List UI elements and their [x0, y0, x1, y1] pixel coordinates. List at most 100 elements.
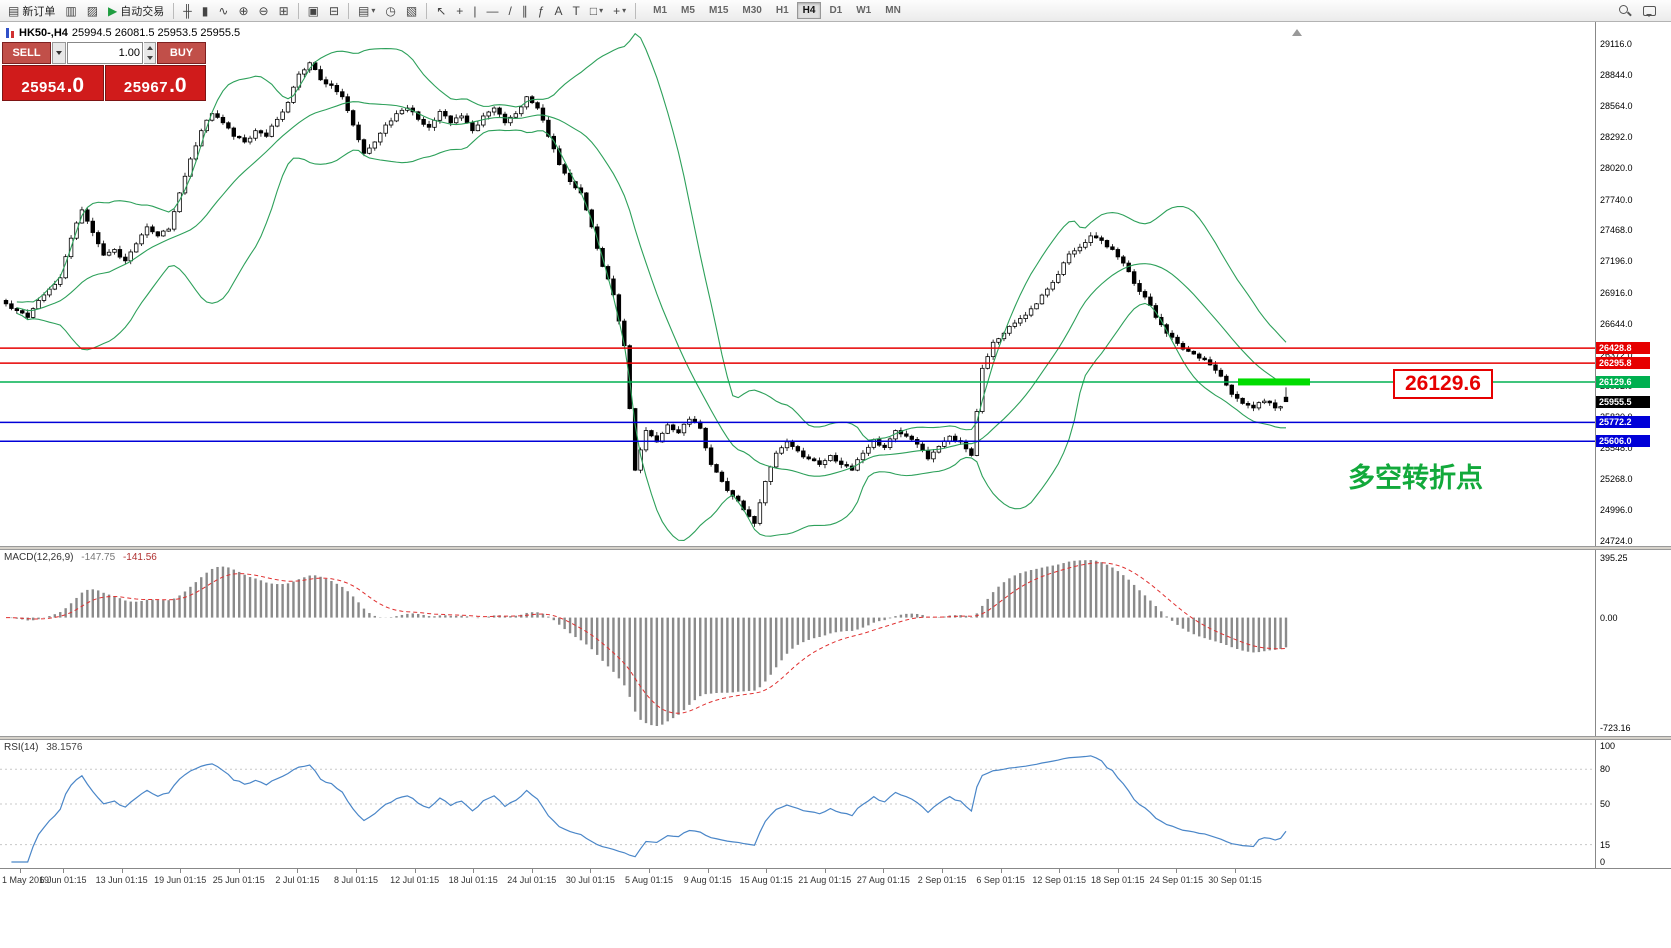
toolbar-separator	[348, 2, 350, 19]
zoom-in-button[interactable]: ⊕	[234, 1, 252, 20]
tile-windows-icon: ⊞	[278, 3, 289, 18]
text-tool-button[interactable]: A	[550, 1, 566, 20]
time-tick	[238, 869, 240, 873]
zoom-out-button[interactable]: ⊖	[255, 1, 273, 20]
time-label: 2 Jul 01:15	[275, 875, 320, 885]
time-tick	[1176, 869, 1178, 873]
time-tick	[942, 869, 943, 873]
panel-splitter-macd[interactable]	[0, 546, 1671, 550]
new-chart-icon: ▤	[358, 3, 370, 18]
sell-price-box[interactable]: 25954 .0	[2, 65, 104, 101]
price-axis[interactable]: 29116.0 28844.0 28564.0 28292.0 28020.0 27740…	[1596, 0, 1671, 948]
buy-price-main: 25967	[123, 79, 169, 96]
current-price-badge: 25955.5	[1596, 395, 1650, 408]
volume-down-button[interactable]	[144, 53, 155, 63]
time-label: 5 Aug 01:15	[624, 875, 674, 885]
pivot-line-badge: 26129.6	[1596, 375, 1650, 388]
price-tick: 27740.0	[1600, 194, 1633, 205]
new-order-icon: ▤	[8, 3, 20, 18]
period-icon: ◷	[385, 3, 396, 18]
rsi-label: RSI(14) 38.1576	[4, 742, 87, 753]
cursor-tool-icon: ↖	[436, 3, 447, 18]
macd-panel[interactable]	[0, 550, 1595, 736]
label-tool-button[interactable]: T	[568, 1, 583, 20]
timeframe-m15-button[interactable]: M15	[708, 5, 729, 16]
volume-input[interactable]: 1.00	[67, 42, 143, 64]
ohlc-bars-button[interactable]: ╫	[179, 1, 196, 20]
add-object-button[interactable]: + ▾	[609, 1, 630, 20]
line-chart-button[interactable]: ∿	[214, 1, 232, 20]
macd-label: MACD(12,26,9) -147.75 -141.56	[4, 552, 162, 563]
time-label: 18 Jul 01:15	[448, 875, 498, 885]
zoom-in-icon: ⊕	[238, 3, 249, 18]
new-order-button[interactable]: ▤ 新订单	[4, 1, 59, 20]
toolbar-separator	[173, 2, 175, 19]
auto-trading-button-label: 自动交易	[120, 5, 165, 18]
indicators-button[interactable]: ▧	[402, 1, 421, 20]
shapes-tool-icon: □	[589, 3, 598, 18]
time-label: 30 Sep 01:15	[1208, 875, 1262, 885]
volume-up-button[interactable]	[144, 43, 155, 53]
panel-splitter-rsi[interactable]	[0, 736, 1671, 740]
tile-windows-button[interactable]: ⊞	[275, 1, 293, 20]
search-icon[interactable]	[1618, 4, 1631, 17]
channel-tool-button[interactable]: ∥	[518, 1, 532, 20]
price-tick: 29116.0	[1600, 39, 1632, 49]
time-tick	[531, 869, 533, 873]
buy-button[interactable]: BUY	[157, 42, 206, 64]
crosshair-tool-button[interactable]: +	[452, 1, 467, 20]
bollinger-lower-band	[16, 129, 1287, 541]
rsi-panel[interactable]	[0, 740, 1595, 868]
fibonacci-tool-button[interactable]: ƒ	[534, 1, 549, 20]
buy-price-frac: .0	[169, 74, 187, 97]
time-axis[interactable]: 1 May 2019 6 Jun 01:15 13 Jun 01:15 19 Jun …	[0, 868, 1671, 894]
buy-price-box[interactable]: 25967 .0	[104, 65, 206, 101]
time-tick	[590, 869, 592, 873]
time-tick	[1235, 869, 1236, 873]
new-order-button-label: 新订单	[22, 5, 56, 18]
new-chart-button[interactable]: ▤ ▾	[354, 1, 379, 20]
rsi-name: RSI(14)	[4, 742, 39, 753]
timeframe-mn-button[interactable]: MN	[885, 5, 901, 16]
time-label: 13 Jun 01:15	[95, 875, 148, 885]
timeframe-m30-button[interactable]: M30	[742, 5, 762, 16]
cursor-tool-button[interactable]: ↖	[432, 1, 450, 20]
timeframe-d1-button[interactable]: D1	[829, 5, 843, 16]
ohlc-bars-icon: ╫	[183, 3, 192, 18]
price-tick: 25548.0	[1600, 442, 1633, 453]
chart-shift-marker[interactable]	[1292, 29, 1302, 36]
volume-dropdown-button[interactable]	[52, 42, 66, 64]
time-tick	[20, 869, 21, 873]
arrange-windows-button[interactable]: ▣	[304, 1, 323, 20]
time-label: 27 Aug 01:15	[856, 875, 910, 885]
chat-icon[interactable]	[1643, 5, 1656, 17]
chevron-down-icon: ▾	[371, 6, 376, 15]
price-callout: 26129.6	[1393, 369, 1493, 399]
timeframe-w1-button[interactable]: W1	[856, 5, 872, 16]
time-label: 21 Aug 01:15	[798, 875, 852, 885]
candlestick-chart-button[interactable]: ▮	[198, 1, 213, 20]
timeframe-h1-button[interactable]: H1	[775, 5, 789, 16]
auto-trading-button[interactable]: ▶ 自动交易	[104, 1, 168, 20]
profiles-button[interactable]: ▨	[83, 1, 102, 20]
toolbar-separator	[426, 2, 428, 19]
chevron-down-icon: ▾	[622, 6, 627, 15]
horizontal-line-tool-button[interactable]: —	[482, 1, 502, 20]
timeframe-m1-button[interactable]: M1	[653, 5, 668, 16]
time-label: 24 Sep 01:15	[1149, 875, 1204, 885]
period-button[interactable]: ◷	[381, 1, 399, 20]
sell-button[interactable]: SELL	[2, 42, 51, 64]
timeframe-h4-button[interactable]: H4	[796, 2, 822, 19]
timeframe-m5-button[interactable]: M5	[681, 5, 695, 16]
vertical-line-tool-button[interactable]: |	[469, 1, 480, 20]
trendline-tool-button[interactable]: /	[504, 1, 515, 20]
time-tick	[1059, 869, 1061, 873]
chart-window-button[interactable]: ▥	[61, 1, 80, 20]
cascade-windows-button[interactable]: ⊟	[325, 1, 343, 20]
support-line-1-badge: 25772.2	[1596, 416, 1650, 429]
toolbar-separator	[297, 2, 299, 19]
shapes-tool-button[interactable]: □ ▾	[586, 1, 607, 20]
profiles-icon: ▨	[86, 3, 99, 18]
main-chart[interactable]	[0, 24, 1595, 546]
